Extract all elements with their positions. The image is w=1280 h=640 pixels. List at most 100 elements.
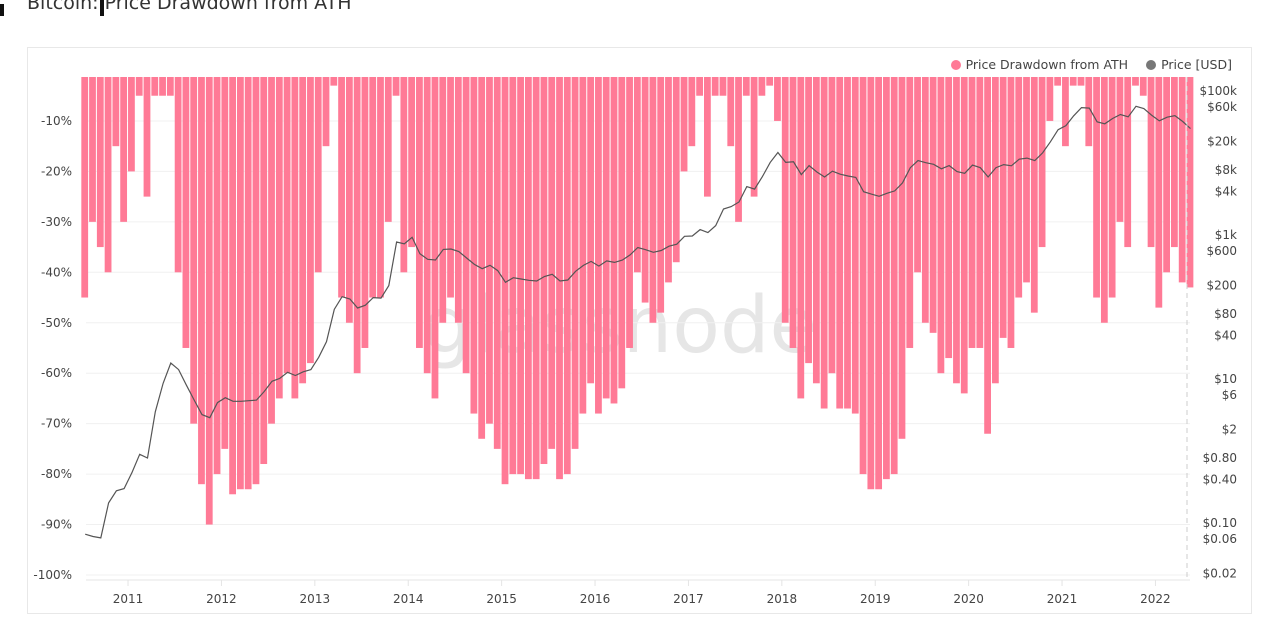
y-right-tick-label: $100k	[1200, 84, 1238, 98]
drawdown-bar	[750, 77, 758, 197]
drawdown-bar	[431, 77, 439, 399]
x-tick-label: 2011	[113, 592, 144, 606]
drawdown-bar	[1100, 77, 1108, 323]
drawdown-bar	[641, 77, 649, 303]
drawdown-bar	[1147, 77, 1155, 248]
drawdown-bar	[797, 77, 805, 399]
drawdown-bar	[439, 77, 447, 323]
drawdown-bar	[657, 77, 665, 313]
y-left-tick-label: -100%	[33, 568, 72, 582]
drawdown-bar	[174, 77, 182, 273]
drawdown-bar	[1139, 77, 1147, 96]
drawdown-bar	[1077, 77, 1085, 86]
drawdown-bar	[766, 77, 774, 86]
drawdown-bar	[408, 77, 416, 248]
drawdown-bar	[774, 77, 781, 121]
drawdown-bar	[1186, 77, 1194, 288]
drawdown-bar	[104, 77, 112, 273]
legend: Price Drawdown from ATH Price [USD]	[950, 57, 1232, 72]
y-right-tick-label: $1k	[1215, 228, 1237, 242]
drawdown-bar	[89, 77, 96, 222]
drawdown-bar	[96, 77, 104, 248]
drawdown-bar	[314, 77, 322, 273]
drawdown-bar	[532, 77, 540, 480]
drawdown-bar	[1062, 77, 1069, 147]
x-tick-label: 2022	[1140, 592, 1171, 606]
drawdown-bar	[384, 77, 392, 222]
drawdown-bar	[1007, 77, 1015, 348]
drawdown-bar	[369, 77, 377, 298]
drawdown-bar	[205, 77, 213, 525]
drawdown-bar	[844, 77, 851, 409]
drawdown-bar	[213, 77, 221, 475]
x-tick-label: 2020	[953, 592, 984, 606]
drawdown-bar	[953, 77, 960, 384]
drawdown-bar	[299, 77, 307, 384]
drawdown-bar	[260, 77, 268, 465]
drawdown-bar	[392, 77, 400, 96]
drawdown-bar	[454, 77, 462, 323]
drawdown-bar	[727, 77, 735, 147]
drawdown-bar	[579, 77, 587, 414]
drawdown-bar	[851, 77, 859, 414]
price-line	[85, 105, 1191, 539]
drawdown-bar	[268, 77, 275, 424]
legend-dot-icon	[950, 60, 961, 70]
drawdown-bar	[571, 77, 579, 449]
drawdown-bar	[812, 77, 820, 384]
drawdown-bar	[649, 77, 657, 323]
page-title: Bitcoin: Price Drawdown from ATH	[27, 0, 352, 14]
x-tick-label: 2013	[300, 592, 331, 606]
drawdown-bar	[486, 77, 493, 424]
drawdown-bar	[1085, 77, 1093, 147]
drawdown-bar	[478, 77, 486, 439]
drawdown-bar	[914, 77, 921, 273]
drawdown-bar	[291, 77, 299, 399]
drawdown-bar	[120, 77, 128, 222]
drawdown-bar	[688, 77, 696, 147]
drawdown-bar	[696, 77, 704, 96]
drawdown-bar	[626, 77, 633, 348]
y-right-tick-label: $10	[1214, 372, 1237, 386]
y-left-tick-label: -60%	[41, 366, 72, 380]
drawdown-bar	[1124, 77, 1132, 248]
drawdown-bar	[275, 77, 283, 399]
drawdown-bar	[789, 77, 797, 348]
drawdown-bar	[968, 77, 976, 348]
legend-item-drawdown[interactable]: Price Drawdown from ATH	[950, 57, 1129, 72]
drawdown-bar	[330, 77, 338, 86]
x-tick-label: 2017	[673, 592, 704, 606]
drawdown-bar	[1132, 77, 1139, 86]
drawdown-bar	[447, 77, 454, 298]
drawdown-bar	[556, 77, 563, 480]
x-tick-label: 2014	[393, 592, 424, 606]
drawdown-bar	[190, 77, 198, 424]
y-right-tick-label: $6	[1222, 388, 1237, 402]
y-left-tick-label: -70%	[41, 417, 72, 431]
drawdown-bar	[353, 77, 361, 374]
legend-label: Price Drawdown from ATH	[965, 57, 1129, 72]
drawdown-bar	[229, 77, 236, 495]
y-left-tick-label: -50%	[41, 316, 72, 330]
y-right-tick-label: $0.40	[1203, 473, 1237, 487]
x-tick-label: 2018	[767, 592, 798, 606]
drawdown-bar	[984, 77, 991, 434]
drawdown-bar	[906, 77, 914, 348]
drawdown-bar	[1093, 77, 1100, 298]
drawdown-bar	[883, 77, 890, 480]
drawdown-bar	[610, 77, 618, 404]
drawdown-bar	[633, 77, 641, 273]
drawdown-bar	[361, 77, 369, 348]
drawdown-bar	[517, 77, 524, 475]
x-tick-label: 2016	[580, 592, 611, 606]
drawdown-bar	[1038, 77, 1046, 248]
drawdown-bar	[976, 77, 984, 348]
drawdown-bar	[805, 77, 812, 364]
legend-item-price[interactable]: Price [USD]	[1146, 57, 1232, 72]
y-right-tick-label: $60k	[1207, 100, 1237, 114]
drawdown-bar	[81, 77, 89, 298]
drawdown-bar	[680, 77, 688, 172]
drawdown-bar	[719, 77, 727, 96]
y-right-tick-label: $2	[1222, 422, 1237, 436]
drawdown-bar	[595, 77, 602, 414]
